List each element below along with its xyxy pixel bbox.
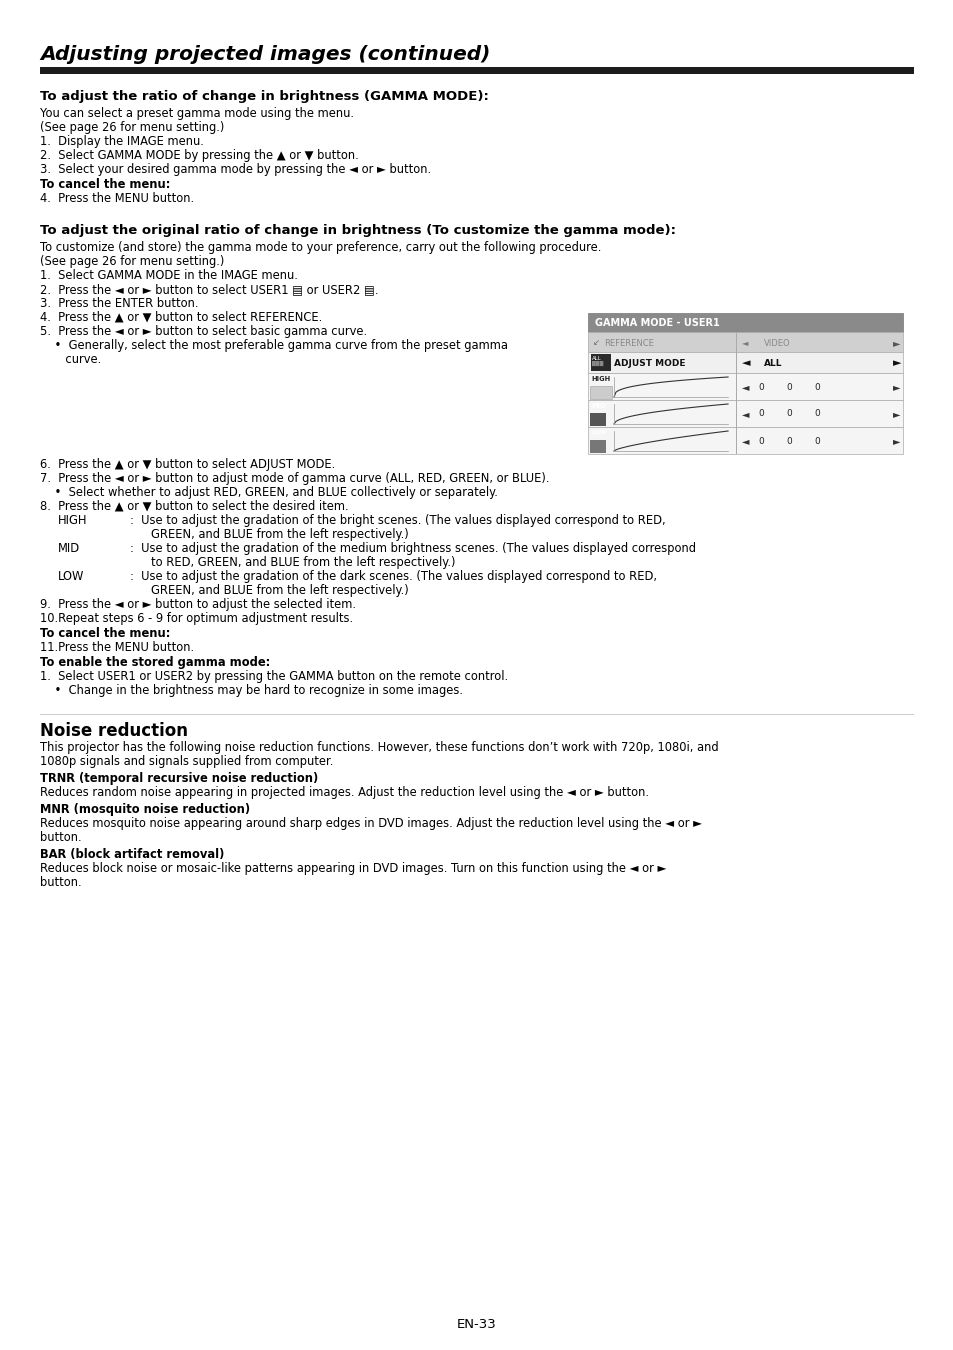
Text: curve.: curve. [40,352,101,366]
Text: ↙: ↙ [593,339,599,347]
Text: ALL: ALL [592,356,601,360]
Text: button.: button. [40,832,82,844]
Text: ►: ► [892,358,901,369]
Text: ADJUST MODE: ADJUST MODE [614,359,685,367]
Text: 1080p signals and signals supplied from computer.: 1080p signals and signals supplied from … [40,755,333,768]
Text: ►: ► [892,436,900,446]
Bar [587,313,902,332]
Text: ◄: ◄ [741,382,749,391]
Text: To cancel the menu:: To cancel the menu: [40,178,171,190]
Text: ◄: ◄ [741,409,749,418]
Text: •  Change in the brightness may be hard to recognize in some images.: • Change in the brightness may be hard t… [40,684,462,697]
Text: 3.  Press the ENTER button.: 3. Press the ENTER button. [40,297,198,310]
Text: 7.  Press the ◄ or ► button to adjust mode of gamma curve (ALL, RED, GREEN, or B: 7. Press the ◄ or ► button to adjust mod… [40,472,549,485]
Text: ►: ► [892,382,900,391]
Bar [40,68,913,74]
Text: :  Use to adjust the gradation of the dark scenes. (The values displayed corresp: : Use to adjust the gradation of the dar… [130,570,657,583]
Text: Noise reduction: Noise reduction [40,722,188,740]
Text: ◄: ◄ [741,358,750,369]
Text: 0: 0 [813,409,819,418]
Text: 1.  Select USER1 or USER2 by pressing the GAMMA button on the remote control.: 1. Select USER1 or USER2 by pressing the… [40,670,508,683]
Bar [590,354,610,371]
Text: GREEN, and BLUE from the left respectively.): GREEN, and BLUE from the left respective… [151,528,408,541]
Text: 0: 0 [785,382,791,391]
Text: Reduces mosquito noise appearing around sharp edges in DVD images. Adjust the re: Reduces mosquito noise appearing around … [40,817,701,830]
Bar [589,413,605,427]
Text: BAR (block artifact removal): BAR (block artifact removal) [40,848,224,861]
Text: 1.  Select GAMMA MODE in the IMAGE menu.: 1. Select GAMMA MODE in the IMAGE menu. [40,269,297,282]
Bar [589,386,612,400]
Text: 0: 0 [813,436,819,446]
Text: LOW: LOW [590,431,606,435]
Text: MNR (mosquito noise reduction): MNR (mosquito noise reduction) [40,803,250,815]
Text: Reduces random noise appearing in projected images. Adjust the reduction level u: Reduces random noise appearing in projec… [40,786,648,799]
Text: 11.Press the MENU button.: 11.Press the MENU button. [40,641,193,653]
Text: Reduces block noise or mosaic-like patterns appearing in DVD images. Turn on thi: Reduces block noise or mosaic-like patte… [40,863,666,875]
Text: 4.  Press the ▲ or ▼ button to select REFERENCE.: 4. Press the ▲ or ▼ button to select REF… [40,310,322,324]
Text: :  Use to adjust the gradation of the medium brightness scenes. (The values disp: : Use to adjust the gradation of the med… [130,541,696,555]
Text: ◄: ◄ [741,436,749,446]
Text: (See page 26 for menu setting.): (See page 26 for menu setting.) [40,122,224,134]
Bar [587,373,902,400]
Text: 6.  Press the ▲ or ▼ button to select ADJUST MODE.: 6. Press the ▲ or ▼ button to select ADJ… [40,458,335,471]
Text: 1.  Display the IMAGE menu.: 1. Display the IMAGE menu. [40,135,204,148]
Text: EN-33: EN-33 [456,1318,497,1331]
Text: 2.  Select GAMMA MODE by pressing the ▲ or ▼ button.: 2. Select GAMMA MODE by pressing the ▲ o… [40,148,358,162]
Text: 0: 0 [813,382,819,391]
Text: To adjust the original ratio of change in brightness (To customize the gamma mod: To adjust the original ratio of change i… [40,224,676,238]
Text: 5.  Press the ◄ or ► button to select basic gamma curve.: 5. Press the ◄ or ► button to select bas… [40,325,367,338]
Text: HIGH: HIGH [58,514,88,526]
Text: ►: ► [892,409,900,418]
Text: 10.Repeat steps 6 - 9 for optimum adjustment results.: 10.Repeat steps 6 - 9 for optimum adjust… [40,612,353,625]
Text: HIGH: HIGH [590,377,610,382]
Text: •  Generally, select the most preferable gamma curve from the preset gamma: • Generally, select the most preferable … [40,339,507,352]
Text: REFERENCE: REFERENCE [603,339,653,347]
Text: VIDEO: VIDEO [763,339,790,347]
Text: TRNR (temporal recursive noise reduction): TRNR (temporal recursive noise reduction… [40,772,318,784]
Text: Adjusting projected images (continued): Adjusting projected images (continued) [40,45,490,63]
Text: This projector has the following noise reduction functions. However, these funct: This projector has the following noise r… [40,741,718,755]
Bar [587,352,902,373]
Text: 2.  Press the ◄ or ► button to select USER1 ▤ or USER2 ▤.: 2. Press the ◄ or ► button to select USE… [40,284,378,296]
Text: :  Use to adjust the gradation of the bright scenes. (The values displayed corre: : Use to adjust the gradation of the bri… [130,514,665,526]
Text: 0: 0 [758,409,763,418]
Text: 0: 0 [758,436,763,446]
Text: button.: button. [40,876,82,890]
Bar [587,332,902,352]
Text: •  Select whether to adjust RED, GREEN, and BLUE collectively or separately.: • Select whether to adjust RED, GREEN, a… [40,486,497,500]
Text: 0: 0 [785,436,791,446]
Text: To customize (and store) the gamma mode to your preference, carry out the follow: To customize (and store) the gamma mode … [40,242,600,254]
Text: MID: MID [590,404,605,409]
Text: 9.  Press the ◄ or ► button to adjust the selected item.: 9. Press the ◄ or ► button to adjust the… [40,598,355,612]
Text: ███: ███ [592,360,602,366]
Bar [587,427,902,454]
Text: 3.  Select your desired gamma mode by pressing the ◄ or ► button.: 3. Select your desired gamma mode by pre… [40,163,431,176]
Text: (See page 26 for menu setting.): (See page 26 for menu setting.) [40,255,224,269]
Text: GREEN, and BLUE from the left respectively.): GREEN, and BLUE from the left respective… [151,585,408,597]
Text: 0: 0 [758,382,763,391]
Text: 4.  Press the MENU button.: 4. Press the MENU button. [40,192,193,205]
Text: GAMMA MODE - USER1: GAMMA MODE - USER1 [595,319,719,328]
Text: To adjust the ratio of change in brightness (GAMMA MODE):: To adjust the ratio of change in brightn… [40,90,488,103]
Text: ALL: ALL [763,359,781,367]
Text: You can select a preset gamma mode using the menu.: You can select a preset gamma mode using… [40,107,354,120]
Text: 8.  Press the ▲ or ▼ button to select the desired item.: 8. Press the ▲ or ▼ button to select the… [40,500,348,513]
Text: ◄: ◄ [741,339,748,347]
Text: To enable the stored gamma mode:: To enable the stored gamma mode: [40,656,270,670]
Text: ►: ► [892,338,900,348]
Text: MID: MID [58,541,80,555]
Text: LOW: LOW [58,570,84,583]
Bar [589,440,605,454]
Text: To cancel the menu:: To cancel the menu: [40,626,171,640]
Text: 0: 0 [785,409,791,418]
Bar [587,400,902,427]
Text: to RED, GREEN, and BLUE from the left respectively.): to RED, GREEN, and BLUE from the left re… [151,556,455,568]
